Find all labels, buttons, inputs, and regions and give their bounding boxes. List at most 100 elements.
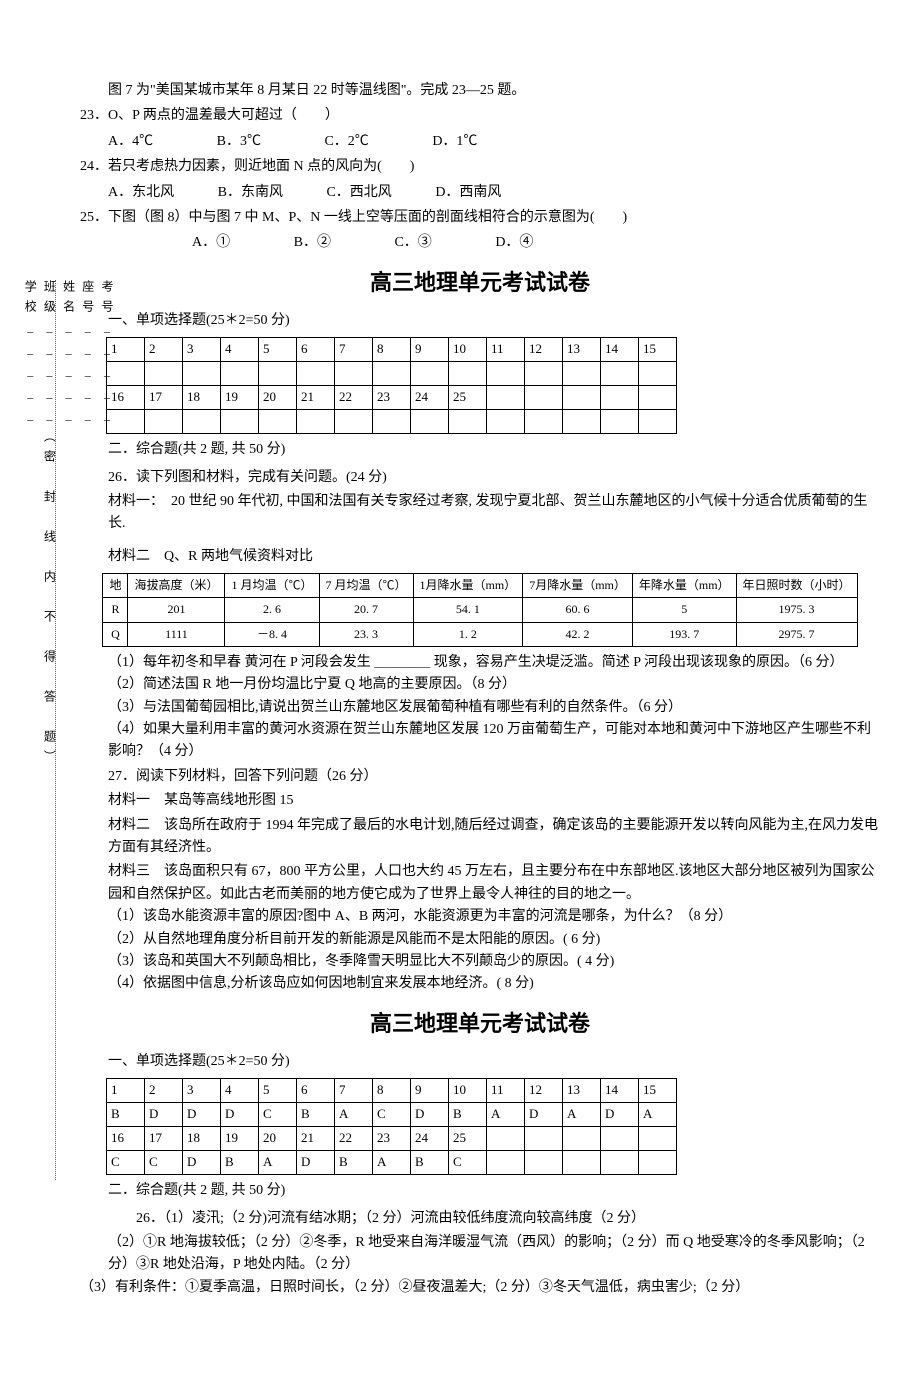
grid-blank-cell bbox=[259, 362, 297, 386]
label-name: 姓名_____ bbox=[58, 280, 77, 770]
q23-opt-b: B．3℃ bbox=[217, 134, 261, 149]
q23-opt-a: A．4℃ bbox=[108, 134, 153, 149]
q25-options: A．① B．② C．③ D．④ bbox=[192, 232, 880, 254]
grid-num-cell bbox=[525, 1127, 563, 1151]
grid-num-cell: 22 bbox=[335, 386, 373, 410]
climate-cell: 5 bbox=[632, 598, 736, 622]
q24-opt-b: B．东南风 bbox=[218, 185, 283, 200]
grid-blank-cell bbox=[183, 362, 221, 386]
grid-num-cell: 10 bbox=[449, 338, 487, 362]
grid-blank-cell bbox=[563, 362, 601, 386]
grid-num-cell: 4 bbox=[221, 1079, 259, 1103]
grid-num-cell: 15 bbox=[639, 338, 677, 362]
section-2-heading-2: 二．综合题(共 2 题, 共 50 分) bbox=[108, 1180, 880, 1202]
grid-blank-cell bbox=[601, 362, 639, 386]
grid-num-cell: 17 bbox=[145, 1127, 183, 1151]
grid-num-cell: 10 bbox=[449, 1079, 487, 1103]
grid-num-cell: 14 bbox=[601, 1079, 639, 1103]
grid-blank-cell bbox=[221, 410, 259, 434]
grid-blank-cell bbox=[373, 410, 411, 434]
grid-num-cell: 9 bbox=[411, 338, 449, 362]
q27-m2: 材料二 该岛所在政府于 1994 年完成了最后的水电计划,随后经过调查，确定该岛… bbox=[108, 815, 880, 860]
answer-cell: B bbox=[297, 1103, 335, 1127]
grid-num-cell: 3 bbox=[183, 338, 221, 362]
climate-cell: 1975. 3 bbox=[736, 598, 857, 622]
answer-cell: C bbox=[107, 1151, 145, 1175]
grid-num-cell: 24 bbox=[411, 386, 449, 410]
grid-num-cell: 24 bbox=[411, 1127, 449, 1151]
grid-num-cell bbox=[563, 1127, 601, 1151]
grid-num-cell: 19 bbox=[221, 1127, 259, 1151]
climate-cell: 20. 7 bbox=[319, 598, 413, 622]
q26-m2: 材料二 Q、R 两地气候资料对比 bbox=[108, 546, 880, 568]
q26-m1: 材料一： 20 世纪 90 年代初, 中国和法国有关专家经过考察, 发现宁夏北部… bbox=[108, 491, 880, 536]
grid-num-cell: 9 bbox=[411, 1079, 449, 1103]
grid-num-cell: 2 bbox=[145, 1079, 183, 1103]
q27-s3: （3）该岛和英国大不列颠岛相比，冬季降雪天明显比大不列颠岛少的原因。( 4 分) bbox=[108, 951, 880, 973]
answer-cell: D bbox=[601, 1103, 639, 1127]
answer-cell: A bbox=[335, 1103, 373, 1127]
grid-num-cell: 5 bbox=[259, 338, 297, 362]
answer-grid-blank: 1234567891011121314151617181920212223242… bbox=[106, 337, 677, 434]
grid-num-cell: 4 bbox=[221, 338, 259, 362]
grid-num-cell: 8 bbox=[373, 1079, 411, 1103]
answer-cell: D bbox=[183, 1103, 221, 1127]
grid-num-cell bbox=[639, 1127, 677, 1151]
grid-num-cell bbox=[639, 386, 677, 410]
grid-num-cell: 21 bbox=[297, 1127, 335, 1151]
grid-blank-cell bbox=[259, 410, 297, 434]
climate-cell: －8. 4 bbox=[225, 622, 319, 646]
answer-cell: A bbox=[563, 1103, 601, 1127]
grid-num-cell bbox=[487, 386, 525, 410]
answer-cell: C bbox=[259, 1103, 297, 1127]
answer-cell: B bbox=[335, 1151, 373, 1175]
climate-cell: 1. 2 bbox=[413, 622, 523, 646]
intro-text: 图 7 为"美国某城市某年 8 月某日 22 时等温线图"。完成 23—25 题… bbox=[80, 80, 880, 102]
answer-cell: C bbox=[373, 1103, 411, 1127]
grid-blank-cell bbox=[145, 410, 183, 434]
label-seat-no: 座号_____ bbox=[78, 280, 97, 770]
q24-opt-c: C．西北风 bbox=[326, 185, 391, 200]
grid-blank-cell bbox=[639, 362, 677, 386]
climate-cell: 193. 7 bbox=[632, 622, 736, 646]
answer-cell: B bbox=[107, 1103, 145, 1127]
answer-cell bbox=[601, 1151, 639, 1175]
page-title-2: 高三地理单元考试试卷 bbox=[80, 1006, 880, 1041]
q26-s2: （2）简述法国 R 地一月份均温比宁夏 Q 地高的主要原因。（8 分） bbox=[108, 674, 880, 696]
climate-cell: 201 bbox=[128, 598, 225, 622]
q27-stem: 27．阅读下列材料，回答下列问题（26 分） bbox=[108, 766, 880, 788]
answer-cell: C bbox=[449, 1151, 487, 1175]
grid-num-cell: 23 bbox=[373, 386, 411, 410]
q25-opt-a: A．① bbox=[192, 235, 230, 250]
grid-num-cell: 25 bbox=[449, 1127, 487, 1151]
q27-m3: 材料三 该岛面积只有 67，800 平方公里，人口也大约 45 万左右，且主要分… bbox=[108, 861, 880, 906]
page-title-1: 高三地理单元考试试卷 bbox=[80, 265, 880, 300]
answer-cell bbox=[563, 1151, 601, 1175]
grid-num-cell bbox=[563, 386, 601, 410]
answer-cell: A bbox=[487, 1103, 525, 1127]
q27-s2: （2）从自然地理角度分析目前开发的新能源是风能而不是太阳能的原因。( 6 分) bbox=[108, 929, 880, 951]
climate-header: 1 月均温（℃） bbox=[225, 574, 319, 598]
climate-header: 1月降水量（mm） bbox=[413, 574, 523, 598]
grid-blank-cell bbox=[525, 410, 563, 434]
answer-cell: B bbox=[449, 1103, 487, 1127]
answer-cell: A bbox=[639, 1103, 677, 1127]
answer-cell: D bbox=[297, 1151, 335, 1175]
grid-blank-cell bbox=[601, 410, 639, 434]
grid-num-cell: 19 bbox=[221, 386, 259, 410]
q24-stem: 24．若只考虑热力因素，则近地面 N 点的风向为( ) bbox=[80, 156, 880, 178]
climate-header: 7月降水量（mm） bbox=[523, 574, 633, 598]
answer-grid-filled: 123456789101112131415BDDDCBACDBADADA1617… bbox=[106, 1078, 677, 1175]
grid-num-cell: 3 bbox=[183, 1079, 221, 1103]
grid-num-cell: 5 bbox=[259, 1079, 297, 1103]
answer-cell: B bbox=[221, 1151, 259, 1175]
climate-cell: 2. 6 bbox=[225, 598, 319, 622]
grid-num-cell: 23 bbox=[373, 1127, 411, 1151]
grid-num-cell bbox=[601, 386, 639, 410]
grid-blank-cell bbox=[221, 362, 259, 386]
grid-num-cell: 12 bbox=[525, 338, 563, 362]
label-school: 学校_____ bbox=[20, 280, 39, 770]
section-1-heading: 一、单项选择题(25＊2=50 分) bbox=[108, 310, 880, 332]
grid-num-cell: 8 bbox=[373, 338, 411, 362]
grid-num-cell: 11 bbox=[487, 338, 525, 362]
